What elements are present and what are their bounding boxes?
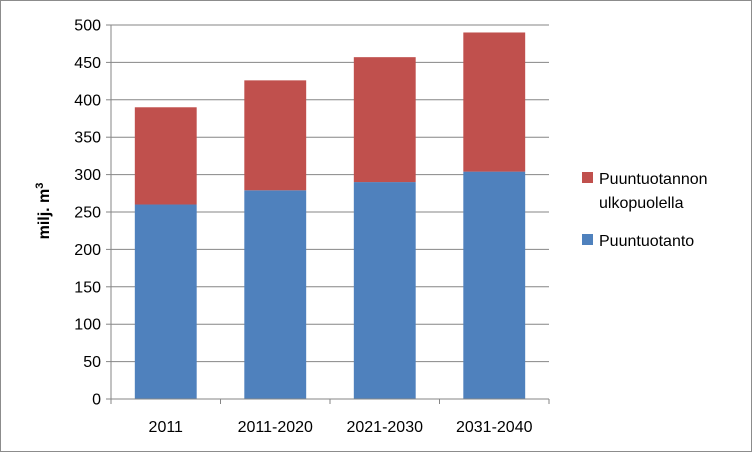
y-tick-label: 500	[74, 18, 101, 35]
bar-segment-ulkopuolella	[134, 107, 197, 205]
y-tick-label: 0	[92, 392, 101, 409]
bar-segment-puuntuotanto	[353, 182, 416, 399]
y-tick-label: 250	[74, 205, 101, 222]
x-tick-label: 2011	[149, 419, 184, 436]
y-tick-label: 200	[74, 242, 101, 259]
bar-segment-puuntuotanto	[244, 190, 307, 399]
y-tick-label: 400	[74, 92, 101, 109]
legend-swatch	[582, 172, 593, 183]
legend-swatch	[582, 234, 593, 245]
x-tick-labels: 2011 2011-2020 2021-2030 2031-2040	[149, 419, 533, 436]
bar-segment-ulkopuolella	[353, 57, 416, 183]
legend: Puuntuotannon ulkopuolella Puuntuotanto	[582, 171, 708, 250]
legend-label: Puuntuotanto	[599, 233, 694, 250]
y-tick-label: 350	[74, 130, 101, 147]
legend-label: ulkopuolella	[599, 195, 684, 212]
bar-segment-ulkopuolella	[244, 80, 307, 191]
y-tick-label: 100	[74, 317, 101, 334]
bar-segment-puuntuotanto	[134, 204, 197, 399]
y-axis-title: milj. m3	[34, 183, 53, 240]
y-tick-label: 450	[74, 55, 101, 72]
bar-layer	[134, 32, 526, 399]
y-axis-title-superscript: 3	[34, 183, 46, 189]
legend-label: Puuntuotannon	[599, 171, 708, 188]
x-tick-label: 2021-2030	[346, 419, 423, 436]
y-tick-label: 50	[83, 354, 101, 371]
x-tick-label: 2031-2040	[456, 419, 533, 436]
y-tick-labels: 0 50 100 150 200 250 300 350 400 450 500	[74, 18, 101, 409]
y-tick-label: 150	[74, 279, 101, 296]
y-tick-label: 300	[74, 167, 101, 184]
bar-segment-ulkopuolella	[463, 32, 526, 172]
x-tick-label: 2011-2020	[238, 419, 313, 436]
bar-segment-puuntuotanto	[463, 171, 526, 399]
axis-layer	[106, 24, 550, 404]
y-axis-title-main: milj. m	[36, 189, 53, 240]
